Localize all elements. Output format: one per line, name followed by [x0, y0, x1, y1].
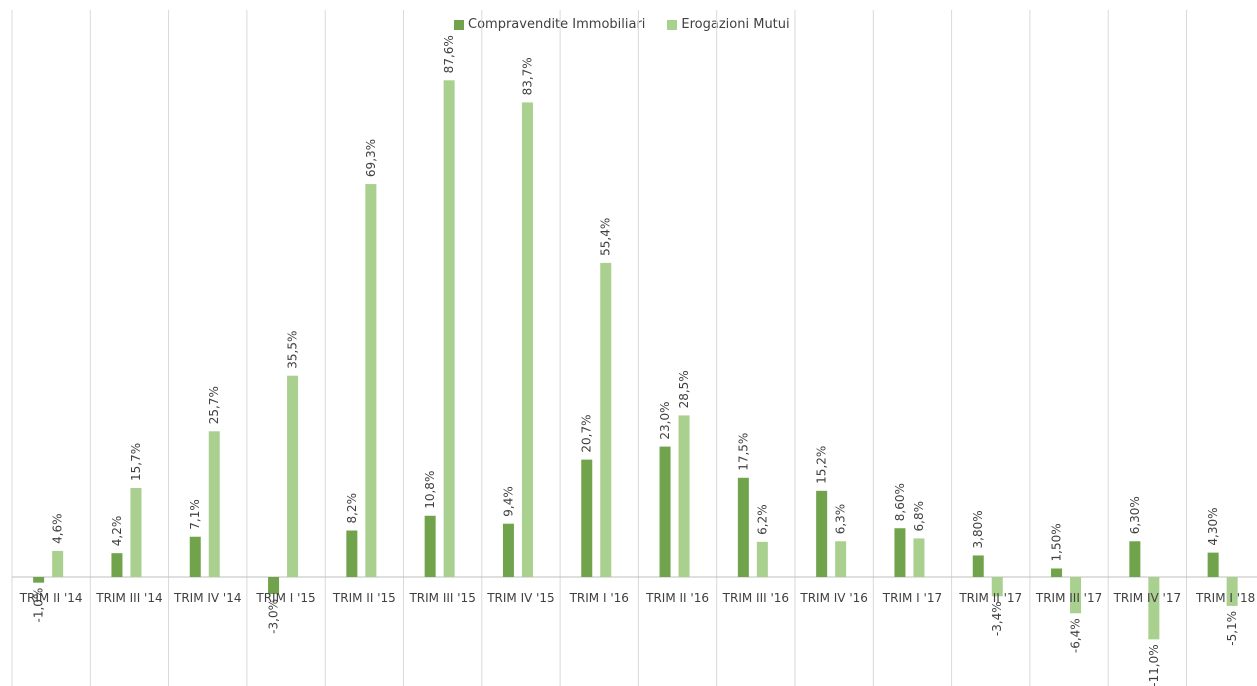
data-label: 8,60%	[893, 483, 907, 521]
bar-erogazioni	[130, 487, 142, 577]
bar-compravendite	[189, 536, 201, 577]
data-label: 6,3%	[834, 504, 848, 535]
bar-erogazioni	[678, 415, 690, 577]
legend-item-erogazioni: Erogazioni Mutui	[667, 17, 790, 32]
x-tick-label: TRIM III '14	[95, 591, 162, 605]
x-tick-label: TRIM II '14	[19, 591, 83, 605]
x-tick-label: TRIM II '15	[332, 591, 396, 605]
data-label: -6,4%	[1069, 618, 1083, 653]
data-label: 8,2%	[345, 493, 359, 524]
bar-compravendite	[1051, 568, 1063, 577]
data-label: 15,7%	[129, 443, 143, 481]
data-label: 1,50%	[1050, 523, 1064, 561]
bar-compravendite	[581, 459, 593, 577]
bar-erogazioni	[52, 550, 64, 577]
data-label: 10,8%	[423, 471, 437, 509]
x-tick-label: TRIM III '16	[722, 591, 789, 605]
data-label: 4,6%	[51, 513, 65, 544]
x-tick-label: TRIM I '18	[1195, 591, 1255, 605]
bar-compravendite	[346, 530, 358, 577]
bar-erogazioni	[756, 541, 768, 577]
data-label: 69,3%	[364, 139, 378, 177]
data-label: 3,80%	[971, 510, 985, 548]
data-label: -1,0%	[32, 588, 46, 623]
data-label: -11,0%	[1147, 644, 1161, 686]
data-label: 6,2%	[755, 504, 769, 535]
legend-swatch-compravendite	[454, 19, 464, 30]
bar-erogazioni	[208, 431, 220, 577]
x-tick-label: TRIM IV '16	[799, 591, 868, 605]
bar-compravendite	[33, 577, 45, 583]
data-label: 23,0%	[658, 401, 672, 439]
bar-erogazioni	[991, 577, 1003, 597]
bar-compravendite	[816, 490, 828, 577]
bar-compravendite	[659, 446, 671, 577]
x-tick-label: TRIM III '15	[408, 591, 475, 605]
bar-compravendite	[424, 515, 436, 577]
x-tick-label: TRIM I '16	[569, 591, 629, 605]
data-label: 87,6%	[442, 35, 456, 73]
bar-compravendite	[972, 555, 984, 577]
bar-compravendite	[737, 477, 749, 577]
chart-legend: Compravendite Immobiliari Erogazioni Mut…	[454, 17, 790, 32]
data-label: 20,7%	[580, 415, 594, 453]
data-label: 28,5%	[677, 370, 691, 408]
bar-erogazioni	[600, 262, 612, 577]
bar-erogazioni	[913, 538, 925, 577]
bar-erogazioni	[835, 541, 847, 577]
data-label: -5,1%	[1225, 611, 1239, 646]
legend-item-compravendite: Compravendite Immobiliari	[454, 17, 645, 32]
x-tick-label: TRIM I '15	[255, 591, 315, 605]
x-tick-label: TRIM IV '17	[1113, 591, 1182, 605]
x-tick-label: TRIM II '16	[645, 591, 709, 605]
bar-erogazioni	[521, 102, 533, 578]
data-label: 83,7%	[520, 57, 534, 95]
x-tick-label: TRIM IV '14	[173, 591, 242, 605]
bar-compravendite	[502, 523, 514, 577]
legend-label-erogazioni: Erogazioni Mutui	[681, 17, 790, 32]
bar-erogazioni	[1070, 577, 1082, 614]
bar-erogazioni	[443, 80, 455, 578]
bar-compravendite	[268, 577, 280, 595]
data-label: 6,30%	[1128, 496, 1142, 534]
x-tick-label: TRIM IV '15	[486, 591, 555, 605]
data-label: 25,7%	[207, 386, 221, 424]
x-tick-label: TRIM II '17	[958, 591, 1022, 605]
data-label: 15,2%	[815, 446, 829, 484]
bar-compravendite	[894, 528, 906, 577]
data-label: -3,4%	[990, 601, 1004, 636]
bar-erogazioni	[1226, 577, 1238, 606]
x-tick-label: TRIM I '17	[882, 591, 942, 605]
data-label: 55,4%	[599, 218, 613, 256]
data-label: -3,0%	[267, 599, 281, 634]
bar-compravendite	[111, 553, 123, 577]
bar-compravendite	[1207, 552, 1219, 577]
data-label: 9,4%	[501, 486, 515, 517]
data-label: 6,8%	[912, 501, 926, 532]
bar-erogazioni	[1148, 577, 1160, 640]
data-label: 17,5%	[736, 433, 750, 471]
x-tick-label: TRIM III '17	[1035, 591, 1102, 605]
legend-swatch-erogazioni	[667, 19, 678, 30]
data-label: 7,1%	[188, 499, 202, 530]
data-label: 4,2%	[110, 516, 124, 547]
bar-compravendite	[1129, 541, 1141, 577]
bar-erogazioni	[365, 184, 377, 577]
legend-label-compravendite: Compravendite Immobiliari	[468, 17, 646, 32]
bar-erogazioni	[287, 375, 299, 577]
data-label: 35,5%	[286, 331, 300, 369]
data-label: 4,30%	[1206, 507, 1220, 545]
